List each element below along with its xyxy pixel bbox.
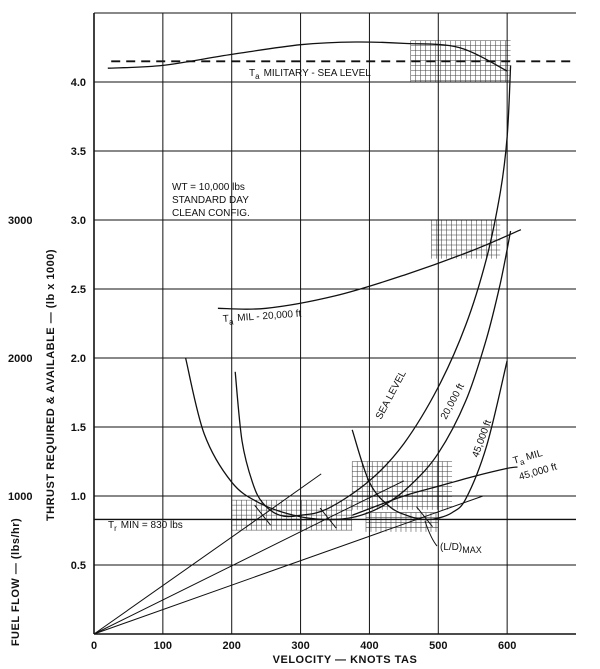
- y-tick-label: 1.5: [71, 422, 86, 434]
- series-line-ta-mil-sea-level: [107, 41, 508, 72]
- ld-max-text: (L/D): [440, 542, 462, 553]
- hatch-layer: [231, 40, 511, 532]
- series-line-ta-mil-45-000-ft: [351, 466, 518, 516]
- x-tick-label: 500: [429, 640, 447, 652]
- ta-mil-45000-symbol: T: [512, 455, 521, 467]
- sea-level-label: SEA LEVEL: [374, 369, 409, 422]
- tick-labels: 0 100 200 300 400 500 600 0.5 1.0 1.5 2.0 2.5 3.0 3.5…: [8, 77, 516, 652]
- ta-mil-45000-text: MIL: [525, 448, 544, 463]
- ta-mil-20000-label: Ta MIL - 20,000 ft: [222, 309, 302, 327]
- reference-lines: [94, 60, 576, 521]
- hatch-patch-3: [351, 461, 453, 510]
- ta-mil-20000-symbol: T: [222, 314, 229, 325]
- y2-tick-label: 1000: [8, 491, 32, 503]
- y2-axis-title: FUEL FLOW — (lbs/hr): [10, 518, 22, 646]
- tangent-line-tangent-20000: [93, 480, 405, 635]
- y-tick-label: 4.0: [71, 77, 86, 89]
- y2-tick-label: 2000: [8, 353, 32, 365]
- series-line-20-000-ft: [184, 230, 512, 521]
- x-tick-label: 0: [91, 640, 97, 652]
- tangent-point-marker: [416, 506, 433, 528]
- series-line-ta-mil-20-000-ft: [217, 229, 522, 310]
- y-tick-label: 3.0: [71, 215, 86, 227]
- y-tick-label: 3.5: [71, 146, 86, 158]
- tangent-point-marker: [254, 505, 272, 526]
- y2-tick-label: 3000: [8, 215, 32, 227]
- tangent-lines: [93, 473, 484, 635]
- tr-min-label: Tr MIN = 830 lbs: [108, 520, 183, 533]
- x-tick-label: 100: [154, 640, 172, 652]
- tr-subscript: r: [114, 524, 117, 533]
- ta-mil-45000-label: TaMIL: [512, 448, 545, 469]
- x-tick-label: 300: [291, 640, 309, 652]
- 45000-ft-label: 45,000 ft: [470, 418, 494, 459]
- hatch-patch-4: [365, 512, 439, 532]
- ta-symbol: T: [249, 68, 255, 79]
- condition-day: STANDARD DAY: [172, 195, 249, 206]
- ta-mil-20000-text: MIL - 20,000 ft: [237, 309, 302, 324]
- ta-military-sea-level-text: MILITARY - SEA LEVEL: [264, 68, 372, 79]
- ld-max-leader: [424, 520, 438, 547]
- y-tick-label: 2.5: [71, 284, 86, 296]
- ld-max-label: (L/D)MAX: [440, 542, 482, 555]
- ta-mil-45000-subscript: a: [519, 457, 526, 467]
- x-tick-label: 600: [498, 640, 516, 652]
- ta-military-sea-level-label: Ta MILITARY - SEA LEVEL: [249, 68, 371, 81]
- x-axis-title: VELOCITY — KNOTS TAS: [273, 654, 418, 666]
- y-tick-label: 1.0: [71, 491, 86, 503]
- 20000-ft-label: 20,000 ft: [439, 382, 467, 422]
- condition-weight: WT = 10,000 lbs: [172, 182, 245, 193]
- tangent-line-tangent-sea-level: [93, 473, 322, 635]
- y-tick-label: 2.0: [71, 353, 86, 365]
- ta-subscript: a: [255, 72, 260, 81]
- tr-symbol: T: [108, 520, 114, 531]
- series-lines: [107, 41, 522, 529]
- tr-min-text: MIN = 830 lbs: [121, 520, 183, 531]
- y-axis-title: THRUST REQUIRED & AVAILABLE — (lb x 1000…: [45, 249, 57, 521]
- y-tick-label: 0.5: [71, 560, 86, 572]
- frame-layer: [93, 12, 576, 635]
- hatch-patch-1: [431, 219, 501, 259]
- grid-layer: [94, 13, 576, 634]
- series-line-45-000-ft: [351, 360, 508, 521]
- ld-max-subscript: MAX: [462, 545, 482, 555]
- x-tick-label: 400: [360, 640, 378, 652]
- tangent-point-marker: [319, 507, 337, 529]
- x-tick-label: 200: [223, 640, 241, 652]
- condition-config: CLEAN CONFIG.: [172, 208, 250, 219]
- series-line-sea-level: [234, 65, 512, 518]
- ta-mil-20000-subscript: a: [229, 317, 235, 326]
